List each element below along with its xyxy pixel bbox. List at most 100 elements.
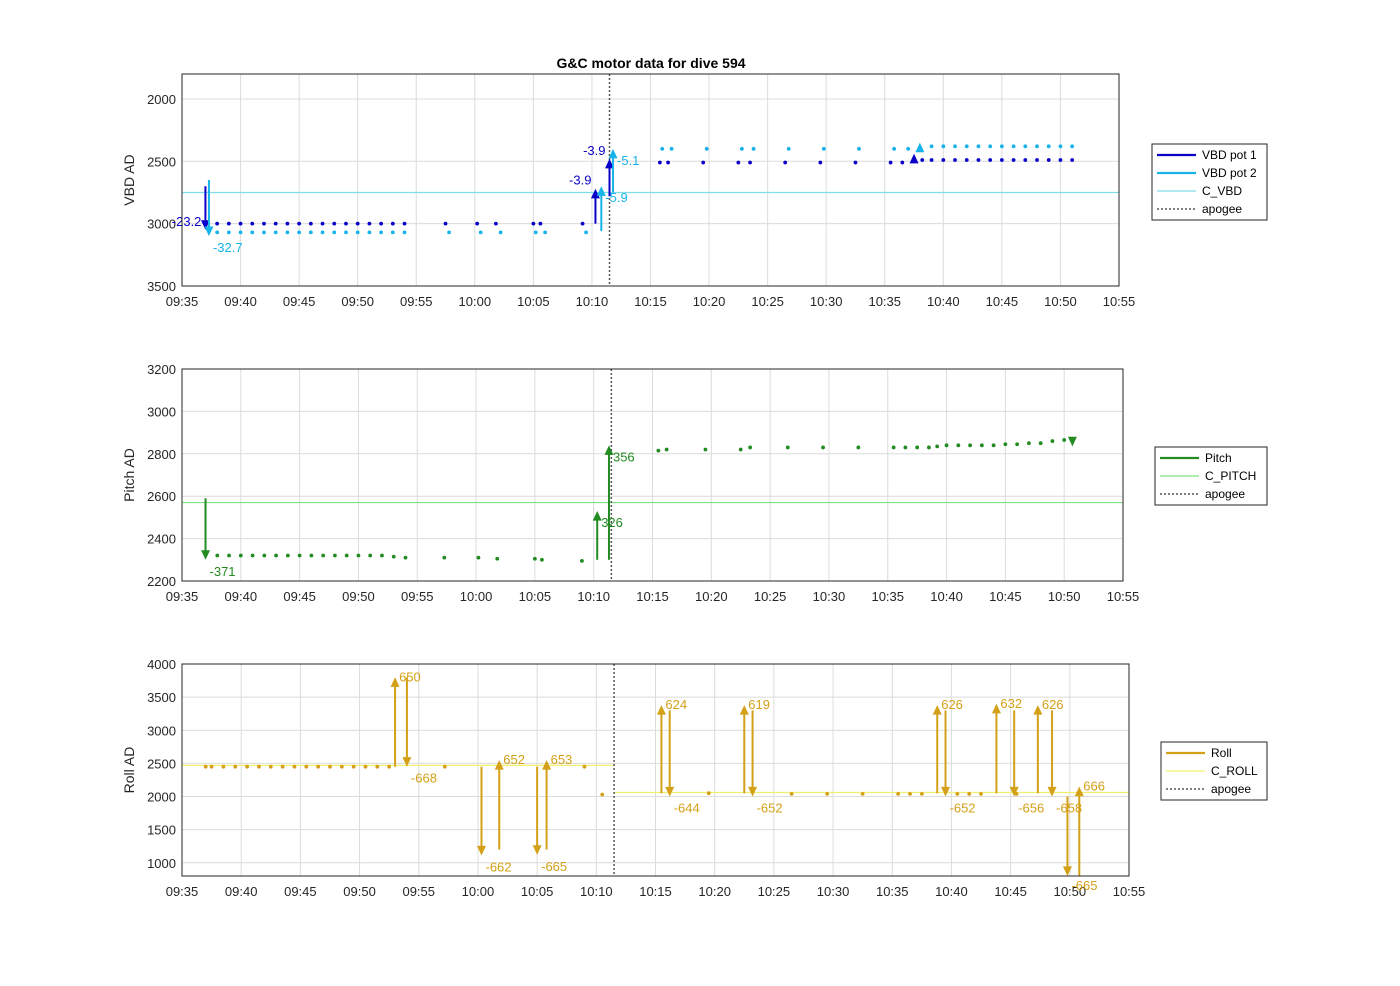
arrow-label: 626 <box>1042 697 1064 712</box>
arrow-head <box>542 760 552 770</box>
data-point <box>1070 158 1075 162</box>
data-point <box>238 230 243 235</box>
x-tick-label: 09:50 <box>342 589 375 604</box>
data-point <box>860 791 865 796</box>
arrow-head <box>604 445 614 455</box>
data-point <box>273 230 278 235</box>
data-point <box>442 555 447 560</box>
arrow-head <box>532 845 542 855</box>
arrow-label: 632 <box>1000 696 1022 711</box>
x-tick-label: 10:40 <box>935 884 968 899</box>
arrow-label: -665 <box>541 859 567 874</box>
y-tick-label: 3500 <box>147 279 176 294</box>
data-point <box>580 221 585 226</box>
data-point <box>748 160 752 165</box>
data-point <box>390 230 395 235</box>
data-point <box>739 146 744 151</box>
data-point <box>532 556 537 561</box>
data-point <box>387 764 392 769</box>
arrow-label: -5.1 <box>617 153 639 168</box>
data-point <box>320 221 325 226</box>
arrow-head <box>991 703 1001 714</box>
data-point <box>355 221 360 226</box>
y-tick-label: 2500 <box>147 154 176 169</box>
pitch-axes: 09:35 09:40 09:45 09:50 09:55 10:00 10:05 10:10… <box>121 362 1268 604</box>
axes-frame <box>181 663 1130 877</box>
data-point <box>927 445 931 450</box>
x-tick-label: 10:00 <box>459 294 492 309</box>
legend-label: C_PITCH <box>1205 469 1256 483</box>
data-point <box>856 445 861 450</box>
x-tick-label: 09:35 <box>166 884 199 899</box>
arrow-label: -652 <box>950 801 976 816</box>
y-tick-label: 2500 <box>147 756 176 771</box>
arrow-label: 626 <box>941 697 963 712</box>
data-point <box>941 158 946 162</box>
data-point <box>703 447 708 452</box>
x-tick-label: 10:50 <box>1044 294 1077 309</box>
x-tick-label: 10:15 <box>634 294 667 309</box>
x-tick-label: 09:55 <box>402 884 435 899</box>
data-point <box>964 144 969 149</box>
arrow-head <box>1047 786 1057 797</box>
data-point <box>666 160 670 165</box>
arrow-label: -371 <box>210 564 236 579</box>
arrow-label: 650 <box>399 669 421 684</box>
data-point <box>268 764 273 769</box>
data-point <box>297 221 302 226</box>
data-point <box>297 553 302 558</box>
x-tick-label: 10:55 <box>1103 294 1136 309</box>
legend-label: VBD pot 2 <box>1202 166 1257 180</box>
data-point <box>250 553 255 558</box>
x-tick-label: 10:35 <box>876 884 909 899</box>
data-point <box>402 230 407 235</box>
arrow-head <box>1062 866 1072 876</box>
data-point <box>368 553 373 558</box>
arrow-head <box>941 786 951 797</box>
data-point <box>660 146 665 151</box>
y-tick-label: 4000 <box>147 657 176 672</box>
data-point <box>442 764 447 769</box>
x-tick-label: 10:50 <box>1048 589 1081 604</box>
data-point <box>380 553 384 558</box>
data-point <box>656 448 661 453</box>
data-point <box>896 791 901 796</box>
data-point <box>367 221 372 226</box>
data-point <box>701 160 706 165</box>
data-point <box>1023 144 1028 149</box>
arrow-head <box>608 148 618 159</box>
data-point <box>250 221 255 226</box>
data-point <box>967 791 972 796</box>
data-point <box>351 764 356 769</box>
data-point <box>297 230 302 235</box>
data-point <box>657 160 662 165</box>
data-point <box>789 791 794 796</box>
data-point <box>704 146 709 151</box>
data-point <box>443 221 448 226</box>
data-point <box>988 158 993 162</box>
y-tick-label: 1000 <box>147 856 176 871</box>
x-tick-label: 10:35 <box>868 294 901 309</box>
data-point <box>584 230 588 235</box>
data-point <box>344 553 349 558</box>
data-point <box>209 764 214 769</box>
data-point <box>238 553 243 558</box>
x-tick-label: 10:10 <box>576 294 609 309</box>
arrow-label: -662 <box>485 859 511 874</box>
data-point <box>979 443 984 448</box>
data-point <box>344 221 348 226</box>
x-tick-label: 09:45 <box>283 294 316 309</box>
data-point <box>363 764 368 769</box>
data-point <box>892 146 897 151</box>
data-point <box>1050 439 1055 443</box>
x-tick-label: 09:55 <box>401 589 434 604</box>
x-tick-label: 10:10 <box>577 589 610 604</box>
x-tick-label: 10:45 <box>989 589 1022 604</box>
data-point <box>999 158 1004 162</box>
data-point <box>478 230 483 235</box>
x-tick-label: 10:35 <box>871 589 904 604</box>
